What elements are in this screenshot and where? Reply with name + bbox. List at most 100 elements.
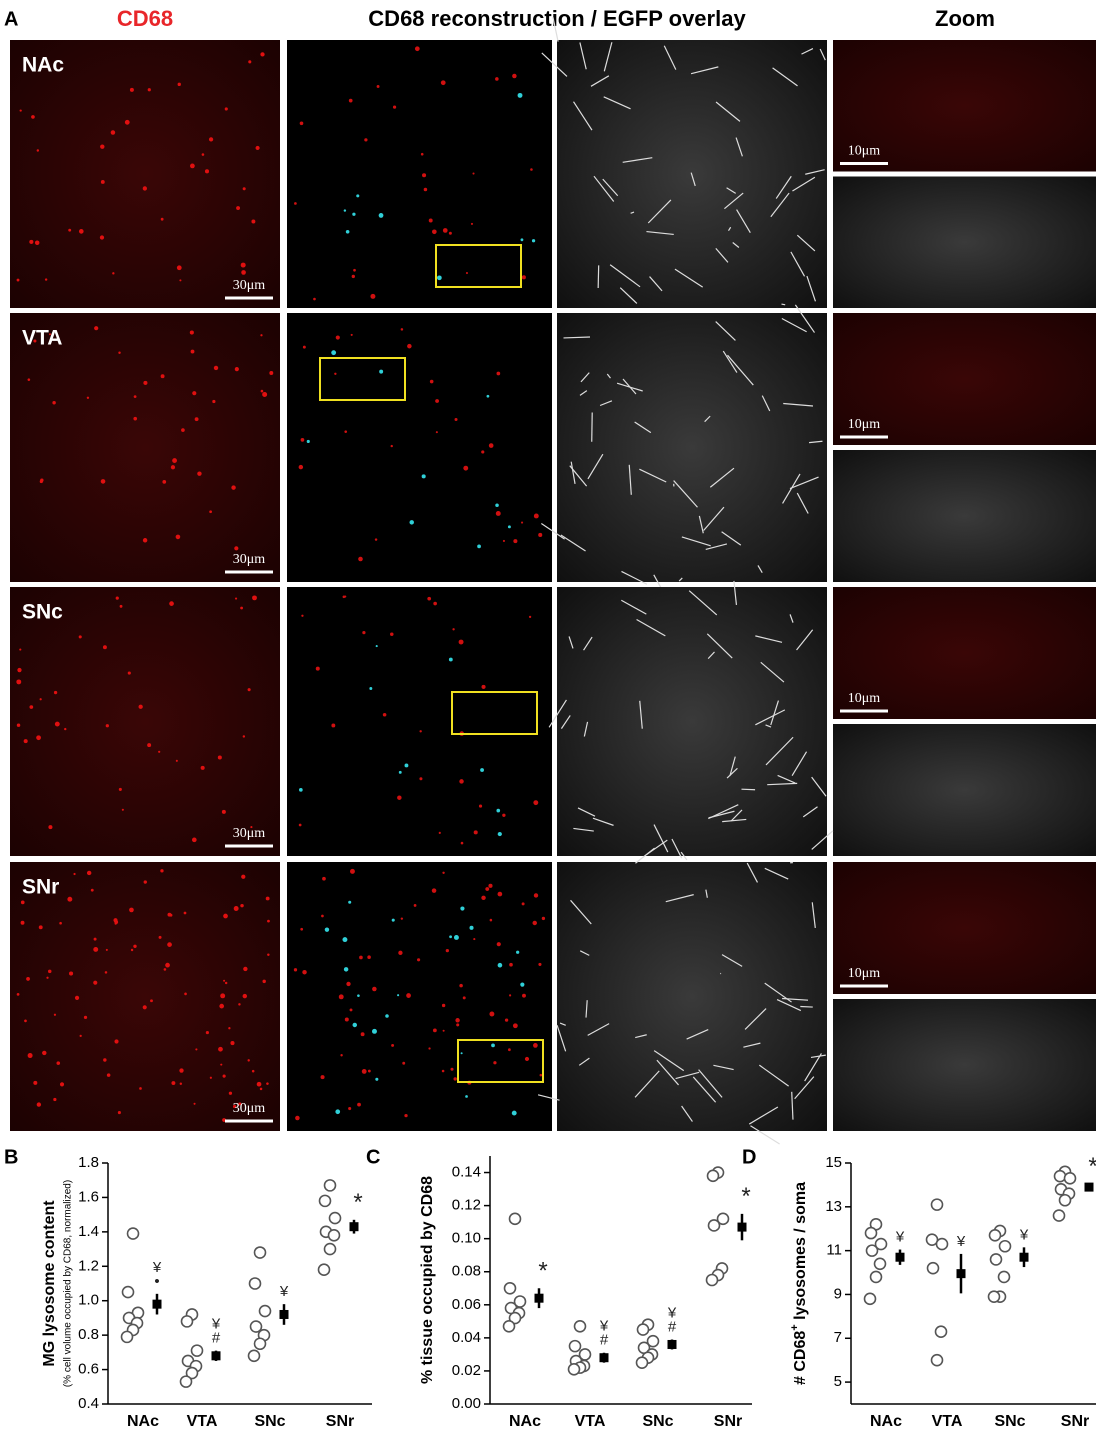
cd68-speck (238, 1003, 240, 1005)
recon-speck (522, 902, 525, 905)
recon-speck (339, 994, 344, 999)
cd68-speck (179, 279, 181, 281)
cd68-speck (73, 873, 75, 875)
recon-speck (336, 335, 340, 339)
x-tick-label: SNr (326, 1413, 354, 1430)
data-point (251, 1321, 262, 1332)
recon-speck (364, 138, 367, 141)
data-point (330, 1213, 341, 1224)
cd68-speck (16, 679, 21, 684)
recon-speck (505, 1018, 508, 1021)
recon-speck (481, 896, 485, 900)
cd68-speck (106, 949, 108, 951)
cd68-speck (171, 465, 175, 469)
x-tick-label: SNc (642, 1413, 673, 1430)
process (598, 265, 599, 288)
recon-speck (299, 824, 302, 827)
cd68-speck (37, 1102, 41, 1106)
cd68-speck (143, 538, 147, 542)
significance-mark: ¥ (279, 1283, 289, 1300)
y-tick-label: 11 (826, 1242, 842, 1259)
recon-speck (432, 888, 437, 893)
recon-speck (465, 1095, 468, 1098)
cd68-speck (28, 378, 31, 381)
recon-speck (375, 1078, 378, 1081)
y-tick-label: 1.0 (78, 1292, 99, 1309)
cd68-speck (79, 229, 84, 234)
data-point (937, 1239, 948, 1250)
y-tick-label: 0.08 (452, 1263, 481, 1280)
cd68-speck (230, 1041, 234, 1045)
recon-speck (428, 1047, 430, 1049)
recon-speck (402, 1062, 405, 1065)
recon-speck (294, 202, 297, 205)
cd68-speck (241, 875, 245, 879)
column-title: CD68 (117, 6, 173, 31)
recon-speck (480, 768, 484, 772)
cd68-speck (236, 206, 240, 210)
recon-speck (429, 219, 433, 223)
recon-speck (538, 963, 541, 966)
data-point (505, 1283, 516, 1294)
recon-speck (512, 1111, 517, 1116)
recon-speck (307, 440, 310, 443)
zoom-overlay-image (833, 450, 1096, 582)
y-tick-label: 0.8 (78, 1326, 99, 1343)
mean-marker (600, 1353, 609, 1362)
recon-speck (452, 628, 454, 630)
recon-speck (481, 450, 484, 453)
recon-speck (361, 1032, 365, 1036)
recon-speck (367, 955, 371, 959)
x-tick-label: SNc (994, 1413, 1025, 1430)
recon-speck (520, 983, 524, 987)
significance-mark: # (668, 1318, 677, 1335)
recon-speck (487, 395, 490, 398)
zoom-scale-bar-label: 10μm (848, 144, 881, 159)
recon-speck (377, 85, 380, 88)
recon-speck (450, 1068, 453, 1071)
row-label: SNc (22, 601, 63, 624)
cd68-speck (103, 1058, 106, 1061)
recon-speck (497, 942, 501, 946)
data-point (932, 1355, 943, 1366)
cd68-speck (31, 115, 35, 119)
recon-speck (453, 1077, 456, 1080)
zoom-overlay-image (833, 999, 1096, 1131)
cd68-speck (269, 371, 273, 375)
recon-speck (534, 514, 539, 519)
cd68-speck (234, 546, 238, 550)
recon-speck (512, 74, 516, 78)
cd68-speck (179, 1068, 183, 1072)
recon-speck (466, 272, 468, 274)
cd68-speck (248, 688, 251, 691)
cd68-speck (37, 149, 39, 151)
data-point (249, 1350, 260, 1361)
cd68-speck (67, 897, 72, 902)
recon-speck (409, 520, 413, 524)
recon-speck (449, 935, 452, 938)
y-tick-label: 0.12 (452, 1197, 481, 1214)
recon-speck (424, 188, 428, 192)
y-axis-note: (% cell volume occupied by CD68, normali… (63, 1180, 74, 1387)
recon-speck (350, 869, 355, 874)
cd68-speck (24, 1020, 27, 1023)
recon-speck (325, 927, 329, 931)
recon-speck (405, 764, 409, 768)
data-point (708, 1170, 719, 1181)
scale-bar-label: 30μm (233, 826, 266, 841)
data-point (192, 1345, 203, 1356)
y-tick-label: 1.8 (78, 1154, 99, 1171)
cd68-speck (80, 1035, 82, 1037)
cd68-speck (225, 107, 228, 110)
cd68-speck (94, 938, 97, 941)
cd68-speck (161, 218, 164, 221)
cd68-speck (42, 1051, 46, 1055)
recon-speck (300, 928, 303, 931)
cd68-speck (29, 240, 33, 244)
recon-speck (427, 597, 431, 601)
recon-speck (414, 904, 417, 907)
recon-speck (303, 346, 306, 349)
cd68-speck (119, 788, 122, 791)
recon-speck (540, 1074, 543, 1077)
recon-speck (351, 334, 353, 336)
